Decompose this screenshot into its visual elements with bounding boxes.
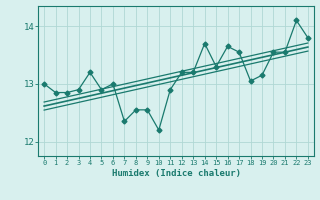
X-axis label: Humidex (Indice chaleur): Humidex (Indice chaleur) <box>111 169 241 178</box>
